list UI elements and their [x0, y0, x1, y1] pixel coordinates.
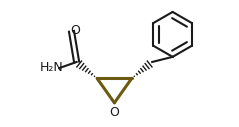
- Text: O: O: [70, 24, 80, 37]
- Text: O: O: [109, 106, 119, 118]
- Text: H₂N: H₂N: [40, 61, 64, 74]
